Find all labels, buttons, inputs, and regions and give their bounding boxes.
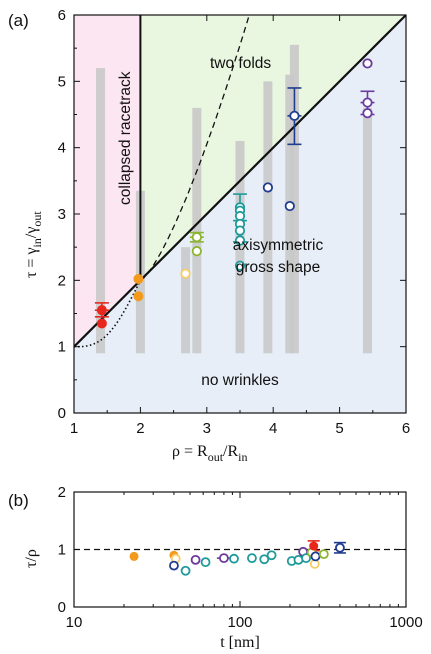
gray-bar-5 — [263, 81, 273, 354]
boundary-dashed-curve — [140, 15, 250, 281]
panel-a-label: (a) — [8, 11, 29, 30]
y-tick-label-a-3: 3 — [58, 206, 66, 223]
gray-bar-7 — [289, 44, 299, 354]
x-axis-label-a-main: ρ = R — [172, 443, 208, 460]
point-b-7 — [219, 553, 229, 564]
point-b-9 — [247, 553, 257, 564]
x-tick-label-a-1: 1 — [70, 420, 78, 437]
y-tick-label-a-5: 5 — [58, 73, 66, 90]
x-tick-label-b-100: 100 — [227, 614, 252, 631]
point-a-4-4 — [234, 225, 246, 236]
x-tick-label-a-2: 2 — [136, 420, 144, 437]
point-b-15 — [301, 553, 311, 564]
x-axis-label-b: t [nm] — [220, 634, 260, 651]
point-a-6-2 — [362, 108, 373, 119]
data-points-a — [94, 58, 375, 329]
y-tick-label-a-6: 6 — [58, 7, 66, 24]
point-a-5-2 — [289, 110, 300, 121]
y-tick-label-b-0: 0 — [58, 599, 66, 616]
point-a-1-1 — [133, 291, 144, 302]
point-b-4 — [180, 565, 191, 576]
y-tick-label-a-2: 2 — [58, 272, 66, 289]
x-tick-label-b-1000: 1000 — [389, 614, 422, 631]
panel-b: 10 100 1000 0 1 2 (b) τ/ρ t [nm] — [8, 484, 423, 651]
y-axis-label-a: τ = γin/γout — [23, 211, 44, 278]
y-tick-label-a-4: 4 — [58, 140, 66, 157]
label-gross-shape: gross shape — [236, 259, 320, 276]
x-axis-label-a-mid: /R — [223, 443, 238, 460]
y-axis-label-a-sub-out: out — [30, 211, 44, 227]
point-b-10 — [259, 554, 270, 565]
point-a-6-1 — [362, 97, 373, 108]
point-b-17 — [309, 541, 319, 551]
gray-bar-0 — [96, 68, 106, 354]
y-tick-label-b-1: 1 — [58, 542, 66, 559]
y-axis-label-a-sub-in: in — [30, 238, 44, 247]
x-axis-label-a-sub-in: in — [238, 450, 247, 464]
point-b-20 — [318, 549, 329, 559]
x-tick-label-a-6: 6 — [402, 420, 410, 437]
point-b-13 — [293, 554, 304, 565]
point-b-8 — [229, 553, 239, 564]
boundary-dotted-curve — [74, 279, 142, 348]
boundary-diagonal-line — [74, 15, 406, 348]
point-a-5-1 — [284, 200, 295, 212]
x-tick-label-a-4: 4 — [269, 420, 277, 437]
point-b-3 — [169, 560, 179, 571]
point-a-4-6 — [234, 260, 246, 271]
panel-b-label: (b) — [8, 491, 29, 510]
y-tick-label-a-1: 1 — [58, 339, 66, 356]
point-a-1-0 — [133, 274, 144, 285]
y-tick-label-a-0: 0 — [58, 405, 66, 422]
panel-b-plot-area — [74, 540, 406, 576]
y-axis-label-a-main: τ = γ — [23, 247, 40, 278]
panel-b-ticks: 10 100 1000 0 1 2 — [58, 484, 423, 631]
point-a-0-0 — [96, 305, 107, 316]
point-b-11 — [266, 550, 277, 561]
point-b-0 — [129, 551, 139, 561]
x-axis-label-a-sub-out: out — [208, 450, 224, 464]
point-a-5-0 — [262, 182, 273, 193]
point-b-5 — [190, 554, 201, 565]
label-axisymmetric: axisymmetric — [233, 237, 324, 254]
point-a-4-5 — [234, 235, 246, 246]
gray-bar-8 — [362, 107, 372, 354]
point-a-3-1 — [191, 246, 202, 257]
point-a-0-1 — [96, 318, 107, 329]
label-no-wrinkles: no wrinkles — [201, 372, 279, 389]
y-tick-label-b-2: 2 — [58, 484, 66, 501]
point-a-2-0 — [180, 268, 191, 279]
x-tick-label-b-10: 10 — [66, 614, 83, 631]
gray-bar-3 — [192, 107, 202, 354]
point-a-6-0 — [362, 58, 373, 69]
label-two-folds: two folds — [210, 55, 271, 72]
point-b-6 — [200, 557, 211, 568]
x-tick-label-a-3: 3 — [203, 420, 211, 437]
x-axis-label-a: ρ = Rout/Rin — [172, 443, 248, 464]
point-b-19 — [310, 551, 321, 562]
gray-bar-4 — [235, 141, 245, 354]
label-collapsed-racetrack: collapsed racetrack — [117, 71, 134, 205]
x-tick-label-a-5: 5 — [335, 420, 343, 437]
region-collapsed-racetrack — [74, 15, 141, 347]
y-axis-label-a-mid: /γ — [23, 227, 40, 239]
data-points-b — [129, 540, 346, 576]
panel-a-plot-area — [74, 15, 406, 413]
point-b-21 — [335, 542, 345, 553]
point-a-3-0 — [191, 232, 202, 243]
gray-bar-6 — [285, 74, 295, 354]
y-axis-label-b: τ/ρ — [23, 549, 40, 568]
gray-bar-2 — [181, 247, 191, 354]
